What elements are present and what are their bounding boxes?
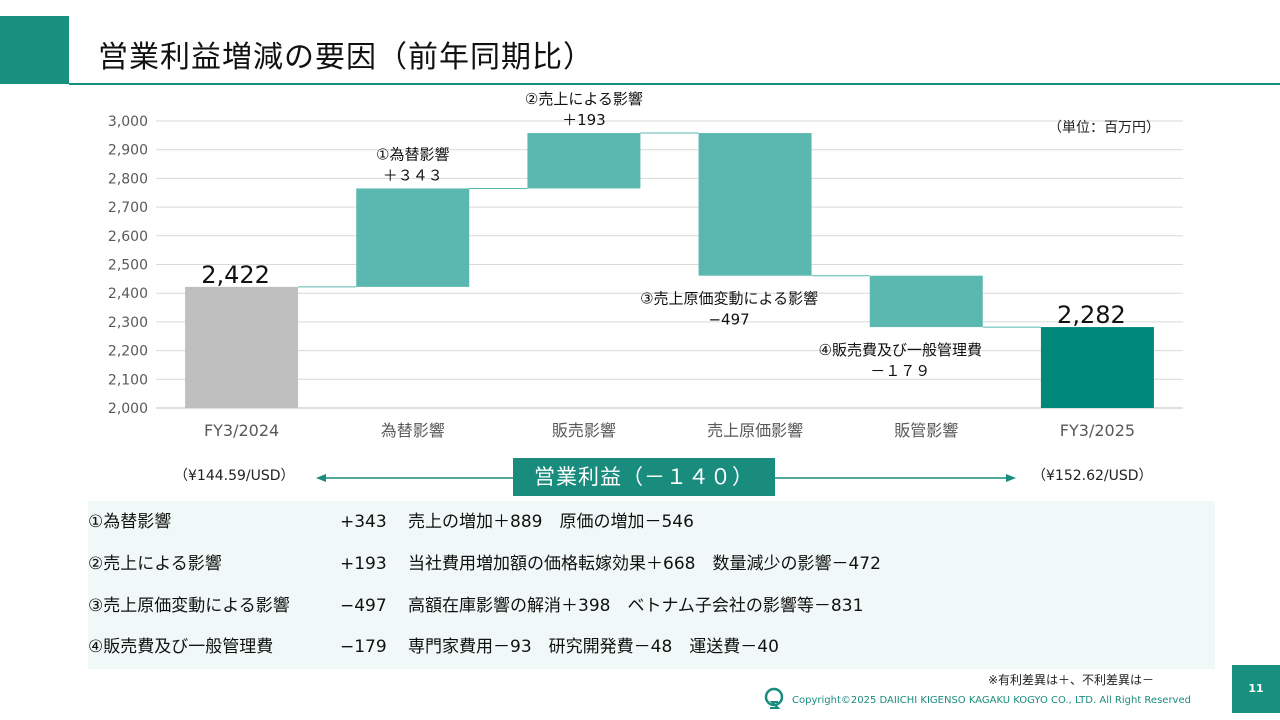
x-tick-label: 為替影響	[381, 421, 445, 440]
y-tick-label: 2,800	[108, 171, 148, 187]
arrow-right-head-icon	[1006, 474, 1016, 482]
chart-bars	[185, 133, 1154, 408]
breakdown-detail: 専門家費用－93 研究開発費－48 運送費－40	[408, 637, 779, 657]
y-tick-label: 2,600	[108, 229, 148, 245]
delta-value-label: ①為替影響	[376, 145, 449, 163]
breakdown-name: ③売上原価変動による影響	[88, 596, 290, 616]
header-accent-block	[0, 16, 69, 84]
breakdown-value: −497	[340, 596, 387, 616]
delta-value-label: ③売上原価変動による影響	[640, 290, 818, 308]
delta-value-label: −497	[708, 311, 749, 329]
x-tick-label: 販売影響	[552, 421, 616, 440]
breakdown-name: ①為替影響	[88, 512, 172, 532]
waterfall-bar	[869, 275, 983, 328]
operating-profit-badge: 営業利益（－１４０）	[513, 458, 775, 496]
chart-gridlines	[156, 120, 1183, 409]
breakdown-value: −179	[340, 637, 387, 657]
rate-left-label: （¥144.59/USD）	[174, 468, 295, 484]
x-tick-label: 販管影響	[894, 421, 958, 440]
rate-right-label: （¥152.62/USD）	[1032, 468, 1153, 484]
y-tick-label: 2,100	[108, 372, 148, 388]
total-value-label: 2,282	[1057, 301, 1126, 329]
waterfall-bar	[698, 133, 812, 276]
delta-value-label: ④販売費及び一般管理費	[819, 341, 982, 359]
y-tick-label: 2,300	[108, 315, 148, 331]
y-tick-label: 2,900	[108, 143, 148, 159]
arrow-left-head-icon	[316, 474, 326, 482]
chart-connectors	[298, 132, 1041, 328]
breakdown-detail: 当社費用増加額の価格転嫁効果＋668 数量減少の影響－472	[408, 554, 881, 574]
copyright-text: Copyright©2025 DAIICHI KIGENSO KAGAKU KO…	[792, 695, 1191, 706]
breakdown-name: ②売上による影響	[88, 554, 222, 574]
x-tick-label: 売上原価影響	[707, 421, 803, 440]
x-axis-tick-labels: FY3/2024 為替影響 販売影響 売上原価影響 販管影響 FY3/2025	[204, 421, 1135, 440]
y-axis-tick-labels: 2,000 2,100 2,200 2,300 2,400 2,500 2,600 2,700…	[108, 114, 148, 417]
variance-note: ※有利差異は＋、不利差異は－	[988, 673, 1155, 687]
delta-value-label: ＋193	[562, 111, 606, 129]
y-tick-label: 3,000	[108, 114, 148, 130]
delta-value-label: －１７９	[870, 362, 930, 380]
breakdown-detail: 売上の増加＋889 原価の増加－546	[408, 512, 694, 532]
y-tick-label: 2,400	[108, 286, 148, 302]
y-tick-label: 2,700	[108, 200, 148, 216]
y-tick-label: 2,200	[108, 344, 148, 360]
waterfall-bar	[527, 133, 641, 189]
company-logo-icon	[764, 687, 784, 709]
title-underline	[69, 83, 1280, 85]
delta-value-label: ＋３４３	[383, 166, 443, 184]
y-tick-label: 2,500	[108, 258, 148, 274]
breakdown-value: +343	[340, 512, 387, 532]
breakdown-detail: 高額在庫影響の解消＋398 ベトナム子会社の影響等－831	[408, 596, 864, 616]
x-tick-label: FY3/2025	[1060, 421, 1135, 440]
waterfall-bar	[185, 286, 299, 408]
breakdown-value: +193	[340, 554, 387, 574]
breakdown-panel: ①為替影響 +343 売上の増加＋889 原価の増加－546 ②売上による影響 …	[88, 501, 1215, 669]
y-tick-label: 2,000	[108, 401, 148, 417]
page-number: 11	[1232, 665, 1280, 713]
delta-value-label: ②売上による影響	[525, 90, 643, 108]
breakdown-name: ④販売費及び一般管理費	[88, 637, 274, 657]
unit-label: （単位：百万円）	[1048, 120, 1160, 136]
total-value-label: 2,422	[201, 261, 270, 289]
waterfall-bar	[1040, 327, 1154, 408]
chart-data-labels: 2,422 ①為替影響 ＋３４３ ②売上による影響 ＋193 ③売上原価変動による影響 −4…	[201, 90, 1126, 380]
page-title: 営業利益増減の要因（前年同期比）	[98, 40, 594, 75]
waterfall-bar	[356, 188, 470, 287]
x-tick-label: FY3/2024	[204, 421, 279, 440]
